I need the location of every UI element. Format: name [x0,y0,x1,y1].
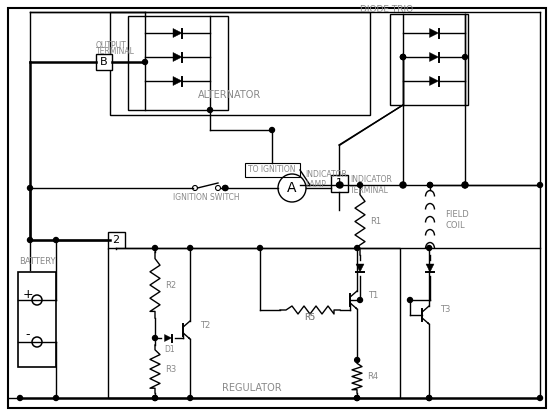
Bar [245,163,300,177]
Polygon shape [356,264,364,272]
Circle shape [152,396,157,401]
Circle shape [463,183,468,188]
Text: T2: T2 [200,322,211,330]
Circle shape [463,183,468,188]
Text: 1: 1 [336,178,342,188]
Text: A: A [288,181,297,195]
Text: REGULATOR: REGULATOR [222,383,282,393]
Bar [108,248,400,398]
Bar [390,14,468,105]
Polygon shape [429,77,439,86]
Polygon shape [188,337,190,339]
Polygon shape [173,29,182,37]
Text: R1: R1 [370,217,381,226]
Text: T1: T1 [368,292,378,300]
Circle shape [355,357,360,362]
Text: +: + [23,289,33,302]
Circle shape [355,396,360,401]
Bar [110,12,370,115]
Circle shape [463,183,468,188]
Circle shape [188,245,193,250]
Circle shape [537,396,542,401]
Circle shape [401,54,406,59]
Circle shape [337,182,343,188]
Bar [331,175,348,192]
Circle shape [427,245,432,250]
Text: FIELD
COIL: FIELD COIL [445,210,469,230]
Circle shape [336,183,341,188]
Text: IGNITION SWITCH: IGNITION SWITCH [173,193,239,203]
Circle shape [537,183,542,188]
Text: INDICATOR
LAMP: INDICATOR LAMP [305,170,347,189]
Polygon shape [165,334,172,342]
Text: DIODE TRIO: DIODE TRIO [360,5,413,15]
Text: R2: R2 [165,280,176,290]
Text: R4: R4 [367,372,378,381]
Text: -: - [25,329,30,342]
Circle shape [54,238,59,243]
Circle shape [28,238,33,243]
Circle shape [428,183,433,188]
Polygon shape [426,264,434,272]
Circle shape [428,183,433,188]
Circle shape [401,54,406,59]
Text: INDICATOR
TERMINAL: INDICATOR TERMINAL [350,175,392,195]
Circle shape [401,54,406,59]
Circle shape [223,186,228,191]
Circle shape [54,396,59,401]
Circle shape [427,396,432,401]
Text: R3: R3 [165,364,176,374]
Circle shape [357,297,362,302]
Circle shape [208,107,213,112]
Circle shape [462,182,468,188]
Text: ALTERNATOR: ALTERNATOR [198,90,261,100]
Circle shape [427,396,432,401]
Text: R5: R5 [305,314,316,322]
Text: TERMINAL: TERMINAL [96,47,135,55]
Polygon shape [173,52,182,62]
Polygon shape [429,29,439,37]
Bar [108,232,125,249]
Circle shape [463,54,468,59]
Circle shape [401,183,406,188]
Circle shape [152,396,157,401]
Polygon shape [355,307,357,309]
Circle shape [355,396,360,401]
Text: 2: 2 [112,235,120,245]
Circle shape [400,182,406,188]
Polygon shape [427,322,429,324]
Text: D1: D1 [165,346,175,354]
Circle shape [355,245,360,250]
Circle shape [408,297,413,302]
Text: R5: R5 [305,314,316,322]
Bar [18,272,56,367]
Circle shape [269,127,274,133]
Text: OUTPUT: OUTPUT [96,40,127,50]
Text: BATTERY: BATTERY [19,258,55,267]
Bar [96,54,112,70]
Circle shape [152,335,157,341]
Circle shape [18,396,23,401]
Polygon shape [429,52,439,62]
Text: TO IGNITION: TO IGNITION [248,166,296,174]
Polygon shape [173,77,182,86]
Circle shape [357,183,362,188]
Circle shape [223,186,228,191]
Bar [128,16,228,110]
Circle shape [258,245,263,250]
Circle shape [28,186,33,191]
Text: T3: T3 [440,305,450,314]
Text: B: B [100,57,108,67]
Circle shape [152,245,157,250]
Circle shape [142,59,147,64]
Circle shape [188,396,193,401]
